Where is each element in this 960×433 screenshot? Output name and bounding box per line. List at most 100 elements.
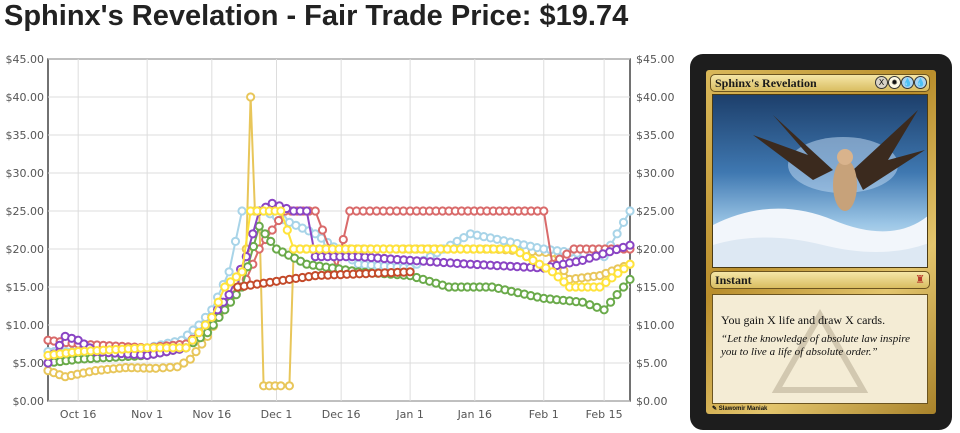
y-tick-label-left: $35.00 (6, 129, 45, 142)
x-tick-label: Feb 1 (529, 408, 559, 421)
data-point (541, 263, 551, 273)
y-tick-label-left: $40.00 (6, 91, 45, 104)
card-artist: ✎ Slawomir Maniak (712, 405, 767, 412)
data-point (619, 264, 629, 274)
data-point (185, 354, 195, 364)
data-point (248, 241, 259, 252)
y-tick-label-right: $15.00 (636, 281, 675, 294)
data-point (317, 225, 328, 235)
data-point (248, 229, 258, 239)
data-point (220, 305, 230, 315)
data-point (191, 347, 201, 357)
data-point (181, 343, 191, 353)
data-point (260, 229, 270, 239)
card-text-box: You gain X life and draw X cards. “Let t… (712, 294, 928, 404)
data-point (165, 362, 175, 372)
y-tick-label-right: $25.00 (636, 205, 675, 218)
data-point (452, 236, 462, 246)
mana-blue-icon: 💧 (901, 76, 914, 89)
data-point (547, 267, 558, 277)
data-point (230, 236, 241, 246)
set-symbol-icon: ♜ (915, 274, 925, 286)
data-point (225, 297, 236, 307)
data-point (200, 320, 210, 330)
data-point (612, 229, 622, 239)
data-point (231, 290, 241, 300)
sphinx-art-icon (713, 110, 927, 267)
card-art (712, 94, 928, 268)
data-point (246, 92, 256, 102)
data-point (578, 297, 588, 307)
data-point (158, 363, 168, 373)
data-point (214, 312, 224, 322)
data-point (267, 225, 277, 235)
data-point (625, 206, 635, 216)
data-point (207, 312, 217, 322)
x-tick-label: Jan 1 (395, 408, 423, 421)
data-point (592, 302, 602, 312)
y-tick-label-right: $30.00 (636, 167, 675, 180)
data-point (338, 234, 348, 245)
card-type-bar: Instant ♜ (710, 271, 930, 289)
y-tick-label-left: $30.00 (6, 167, 45, 180)
data-point (613, 268, 623, 278)
data-point (515, 248, 525, 258)
data-point (151, 363, 161, 373)
data-point (266, 236, 276, 246)
x-tick-label: Nov 16 (192, 408, 231, 421)
data-point (274, 215, 284, 226)
data-point (528, 255, 538, 265)
data-point (618, 282, 629, 292)
data-point (179, 358, 189, 368)
card-name-bar: Sphinx's Revelation X ✹ 💧 💧 (710, 74, 930, 92)
data-point (595, 282, 605, 292)
x-tick-label: Dec 1 (261, 408, 293, 421)
data-point (276, 206, 286, 216)
data-point (254, 221, 264, 231)
data-point (562, 249, 572, 259)
data-point (276, 381, 286, 391)
price-chart: $0.00 $0.00 $5.00 $5.00 $10.00 $10.00 $15.00 $1… (6, 53, 675, 421)
data-point (618, 217, 629, 227)
x-tick-label: Jan 16 (457, 408, 492, 421)
page-title: Sphinx's Revelation - Fair Trade Price: … (4, 0, 629, 32)
y-tick-label-left: $10.00 (6, 319, 45, 332)
data-point (539, 206, 549, 216)
data-point (237, 206, 247, 216)
data-point (194, 328, 204, 338)
card-flavor-text: “Let the knowledge of absolute law inspi… (721, 333, 911, 358)
data-point (225, 277, 236, 287)
artist-brush-icon: ✎ (712, 406, 719, 412)
data-point (237, 267, 247, 277)
data-point (521, 252, 532, 262)
data-point (508, 244, 519, 254)
data-point (172, 362, 182, 372)
mana-blue-icon: 💧 (914, 76, 927, 89)
data-point (202, 328, 213, 338)
y-tick-label-left: $5.00 (13, 357, 45, 370)
data-point (599, 305, 609, 315)
data-point (302, 206, 312, 216)
data-point (43, 358, 53, 368)
y-tick-label-right: $0.00 (636, 395, 668, 408)
data-point (534, 259, 545, 269)
card-name: Sphinx's Revelation (715, 76, 817, 90)
data-point (224, 267, 234, 277)
data-point (559, 277, 569, 287)
y-tick-label-left: $20.00 (6, 243, 45, 256)
mana-white-icon: ✹ (888, 76, 901, 89)
x-tick-label: Dec 16 (322, 408, 361, 421)
data-point (213, 297, 223, 307)
guild-watermark-icon (771, 308, 869, 393)
data-point (208, 320, 218, 330)
data-point (220, 282, 230, 292)
axis-layer: $0.00 $0.00 $5.00 $5.00 $10.00 $10.00 $15.00 $1… (6, 53, 675, 421)
data-point (553, 272, 563, 282)
data-point (459, 233, 469, 243)
y-tick-label-right: $35.00 (636, 129, 675, 142)
y-tick-label-right: $10.00 (636, 319, 675, 332)
series-layer (43, 92, 635, 391)
x-tick-label: Oct 16 (60, 408, 97, 421)
y-tick-label-right: $40.00 (636, 91, 675, 104)
x-tick-label: Feb 15 (586, 408, 623, 421)
